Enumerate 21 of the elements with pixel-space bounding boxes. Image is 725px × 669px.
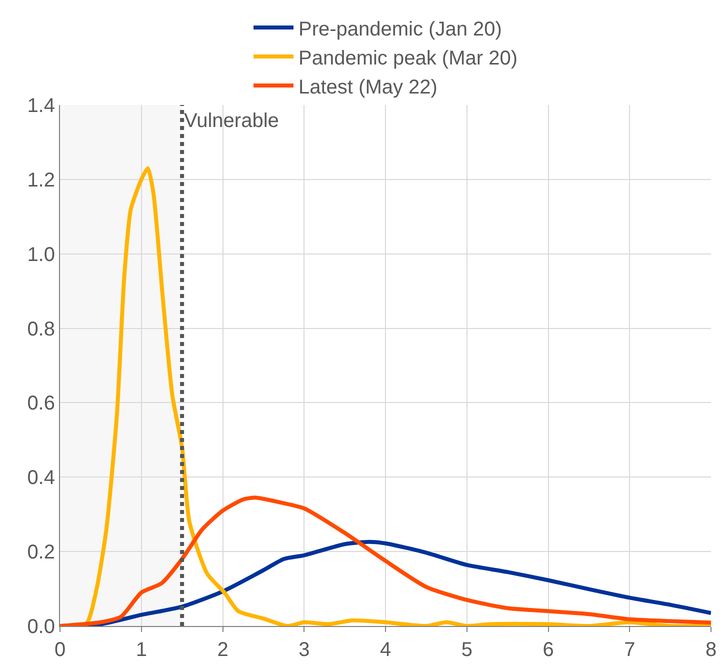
x-tick-label: 5	[461, 639, 472, 661]
x-tick-label: 1	[136, 639, 147, 661]
x-tick-label: 6	[542, 639, 554, 661]
ref-line-label: Vulnerable	[184, 110, 279, 132]
x-tick-label: 7	[624, 639, 636, 661]
x-tick-label: 0	[54, 639, 66, 661]
y-tick-label: 0.0	[27, 616, 55, 638]
legend-label: Pre-pandemic (Jan 20)	[298, 18, 502, 40]
legend-label: Pandemic peak (Mar 20)	[298, 47, 518, 70]
x-tick-label: 4	[380, 639, 392, 661]
legend-label: Latest (May 22)	[298, 76, 438, 98]
y-tick-label: 0.4	[27, 467, 55, 490]
y-tick-label: 0.8	[27, 318, 55, 340]
x-tick-label: 3	[298, 639, 310, 661]
x-tick-label: 2	[217, 639, 228, 661]
x-tick-label: 8	[705, 639, 717, 661]
y-tick-label: 1.0	[27, 244, 55, 266]
y-tick-label: 0.6	[27, 392, 55, 415]
y-tick-label: 0.2	[27, 542, 55, 564]
y-tick-label: 1.4	[27, 95, 55, 117]
y-tick-label: 1.2	[27, 169, 55, 192]
